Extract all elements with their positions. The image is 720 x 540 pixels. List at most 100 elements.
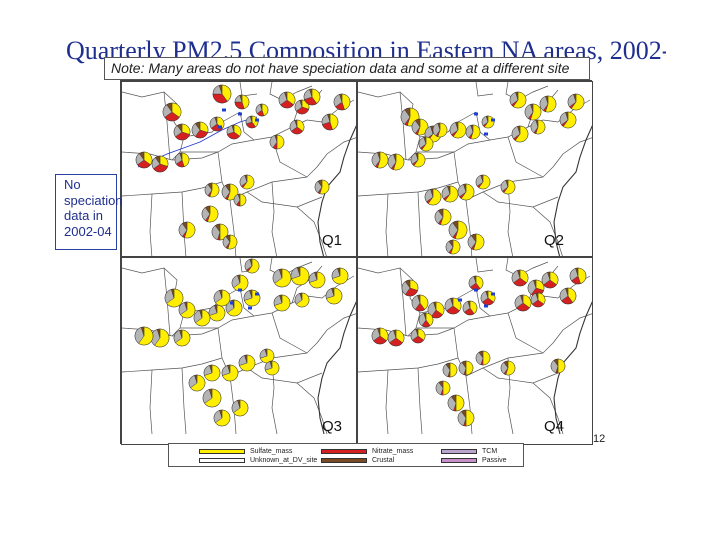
pie-slice-crustal [278,268,283,279]
site-pie [273,294,291,312]
pie-slice-crustal [177,123,183,133]
state-boundary [239,287,308,317]
legend-swatch-tcm [441,448,477,454]
state-boundary [465,375,473,435]
site-pie [441,185,459,203]
pie-slice-crustal [237,274,241,284]
site-pie [371,327,389,345]
monitor-marker [474,112,478,116]
legend-label: TCM [482,447,498,455]
pie-slice-sulfate [291,266,310,286]
pie-slice-sulfate [181,152,190,167]
site-pie [401,279,419,297]
legend-label: Nitrate_mass [372,447,414,455]
pie-slice-crustal [264,348,268,357]
legend-swatch-unknown [199,457,245,463]
state-boundary [296,382,328,435]
state-boundary [453,327,544,377]
state-boundary [271,181,277,256]
site-pie [410,328,426,344]
pie-slice-crustal [437,122,441,131]
site-pie [418,136,434,152]
state-boundary [239,82,258,97]
state-boundary [180,315,255,329]
state-boundary [399,91,407,161]
pie-slice-crustal [269,360,273,369]
site-pie [294,292,310,308]
site-pie [202,388,222,408]
pie-slice-crustal [194,374,198,384]
site-pie [447,394,465,412]
state-boundary [417,191,423,256]
pie-slice-crustal [225,234,231,243]
legend-swatch-crustal [321,457,367,463]
site-pie [208,304,226,322]
pie-slice-crustal [331,287,335,297]
site-pie [387,329,405,347]
pie-slice-crustal [231,124,235,133]
pie-slice-crustal [139,151,145,161]
site-pie [434,208,452,226]
pie-slice-crustal [327,113,331,123]
map-svg [358,82,592,256]
site-pie [457,183,475,201]
pie-slice-crustal [249,258,253,267]
monitor-marker [458,298,462,302]
state-boundary [271,136,318,178]
coastline [553,125,592,256]
legend-item-sulfate: Sulfate_mass [199,446,292,456]
monitor-marker [218,125,222,129]
pie-slice-sulfate [557,358,566,374]
state-boundary [482,367,559,384]
pie-slice-sulfate [166,288,184,308]
state-boundary [149,193,153,256]
pie-slice-crustal [485,290,489,299]
site-pie [475,174,491,190]
monitor-marker [255,118,259,122]
state-boundary [271,312,318,354]
pie-slice-crustal [337,267,341,277]
pie-slice-crustal [309,88,313,98]
pie-slice-sulfate [241,94,250,109]
legend-item-passive: Passive [441,455,507,465]
pie-slice-crustal [227,364,231,374]
legend-label: Passive [482,456,507,464]
legend-item-unknown: Unknown_at_DV_site [199,455,317,465]
monitor-marker [248,306,252,310]
site-pie [410,152,426,168]
site-pie [530,292,546,308]
pie-slice-sulfate [233,274,249,292]
map-legend: Sulfate_mass Nitrate_mass TCM Unknown_at… [168,443,524,467]
pie-slice-crustal [423,136,427,145]
pie-slice-crustal [182,221,188,231]
site-pie [221,364,239,382]
pie-slice-sulfate [154,328,170,348]
monitor-marker [222,108,226,112]
pie-slice-sulfate [233,399,249,417]
pie-slice-crustal [447,185,451,195]
site-pie [204,182,220,198]
pie-slice-crustal [461,360,467,369]
pie-slice-crustal [451,394,457,404]
pie-slice-crustal [405,279,411,289]
pie-slice-crustal [545,95,549,105]
legend-swatch-sulfate [199,448,245,454]
pie-slice-crustal [448,239,454,248]
quarter-label: Q2 [544,232,565,249]
site-pie [239,174,255,190]
pie-slice-crustal [249,115,253,123]
site-pie [134,326,154,346]
state-boundary [552,137,592,168]
site-pie [178,301,196,319]
pie-slice-crustal [430,125,434,135]
site-pie [481,115,495,129]
pie-slice-crustal [393,329,397,339]
monitor-marker [238,112,242,116]
site-pie [243,289,261,307]
pie-slice-sulfate [227,299,243,317]
state-boundary [149,369,153,435]
pie-slice-crustal [339,93,343,103]
pie-slice-crustal [415,328,419,337]
pie-slice-sulfate [567,287,577,303]
pie-slice-crustal [205,205,211,215]
